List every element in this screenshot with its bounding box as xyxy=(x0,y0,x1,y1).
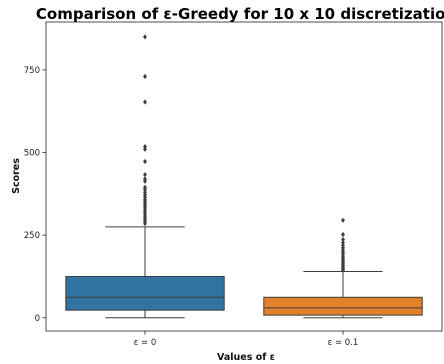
outlier-point xyxy=(341,217,345,223)
box-eps-0 xyxy=(65,34,225,319)
outlier-point xyxy=(143,192,147,198)
y-tick-label: 0 xyxy=(35,314,40,324)
x-tick-label: ε = 0 xyxy=(134,338,157,348)
outlier-point xyxy=(143,189,147,195)
outlier-point xyxy=(341,236,345,243)
y-tick-label: 500 xyxy=(24,149,40,159)
y-tick-label: 750 xyxy=(24,66,40,76)
outlier-point xyxy=(143,73,147,80)
outlier-point xyxy=(341,245,345,251)
outlier-point xyxy=(143,143,147,150)
box-body xyxy=(263,296,423,316)
y-axis: 0 250 500 750 xyxy=(24,66,46,324)
x-tick-label: ε = 0.1 xyxy=(328,338,359,348)
box-body xyxy=(65,275,225,311)
outlier-point xyxy=(341,231,345,238)
outlier-point xyxy=(143,184,147,190)
y-tick-label: 250 xyxy=(24,231,40,241)
chart-title: Comparison of ε-Greedy for 10 x 10 discr… xyxy=(36,5,444,23)
outlier-point xyxy=(143,146,147,152)
outlier-point xyxy=(341,239,345,246)
outlier-point xyxy=(341,242,345,248)
outlier-point xyxy=(143,172,147,178)
x-axis-title: Values of ε xyxy=(217,352,275,363)
x-axis: ε = 0 ε = 0.1 xyxy=(134,331,359,348)
box-eps-0-1 xyxy=(263,217,423,319)
plot-area xyxy=(45,21,443,332)
outlier-point xyxy=(143,176,147,182)
y-axis-title: Scores xyxy=(11,158,22,194)
boxes-group xyxy=(65,34,423,319)
outlier-point xyxy=(143,34,147,40)
outlier-point xyxy=(143,99,147,105)
outlier-point xyxy=(143,158,147,165)
